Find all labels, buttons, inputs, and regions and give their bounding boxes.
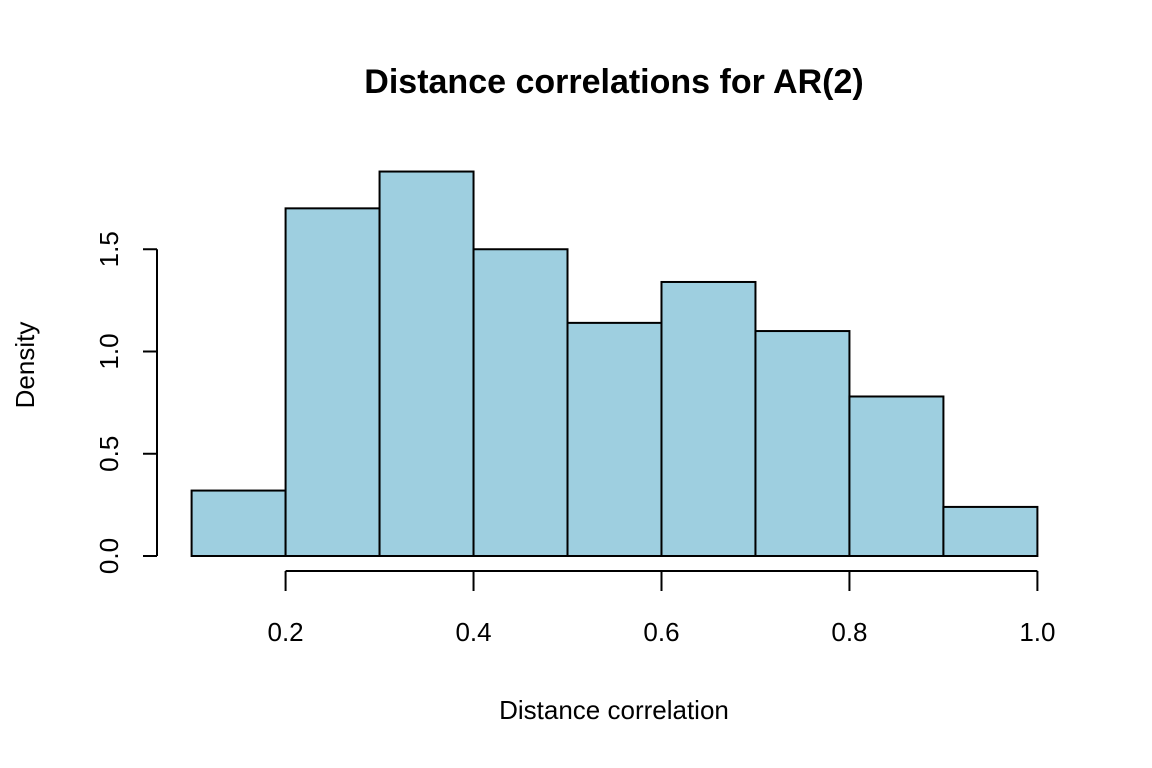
y-axis-label: Density [10, 322, 40, 409]
histogram-bar [378, 170, 475, 557]
x-tick-label: 0.8 [831, 617, 867, 647]
y-tick-label: 1.0 [94, 333, 124, 369]
histogram-bar [754, 330, 851, 557]
histogram-bar [472, 248, 569, 557]
y-tick-label: 1.5 [94, 231, 124, 267]
x-tick-label: 0.2 [267, 617, 303, 647]
histogram-bar [566, 321, 663, 557]
y-tick-label: 0.5 [94, 436, 124, 472]
histogram-bar [190, 489, 287, 557]
x-axis: 0.2 0.4 0.6 0.8 1.0 [267, 570, 1055, 647]
histogram-bar [284, 207, 381, 557]
x-tick-label: 0.6 [643, 617, 679, 647]
chart-title: Distance correlations for AR(2) [364, 63, 863, 101]
y-axis: 0.0 0.5 1.0 1.5 [94, 231, 158, 574]
histogram-bar [848, 395, 945, 557]
x-tick-label: 1.0 [1019, 617, 1055, 647]
x-tick-label: 0.4 [455, 617, 491, 647]
histogram-bar [660, 280, 757, 557]
histogram-bar [942, 505, 1039, 558]
bars-group [190, 170, 1039, 558]
x-axis-label: Distance correlation [499, 695, 729, 725]
y-tick-label: 0.0 [94, 538, 124, 574]
